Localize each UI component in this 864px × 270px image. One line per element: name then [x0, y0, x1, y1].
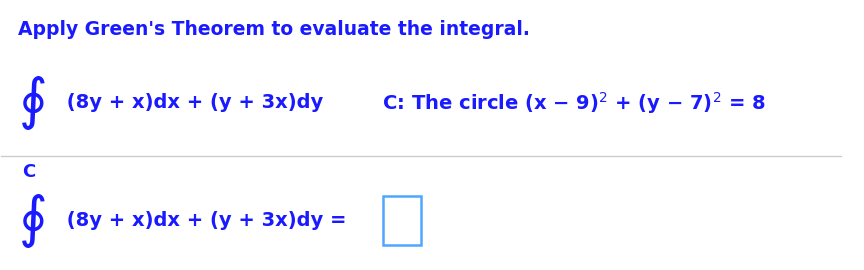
FancyBboxPatch shape — [384, 197, 421, 245]
Text: C: C — [22, 163, 35, 181]
Text: $\oint$: $\oint$ — [18, 191, 46, 249]
Text: (8y + x)dx + (y + 3x)dy =: (8y + x)dx + (y + 3x)dy = — [60, 211, 346, 230]
Text: (8y + x)dx + (y + 3x)dy: (8y + x)dx + (y + 3x)dy — [60, 93, 323, 112]
Text: Apply Green's Theorem to evaluate the integral.: Apply Green's Theorem to evaluate the in… — [18, 20, 530, 39]
Text: $\oint$: $\oint$ — [18, 74, 46, 132]
Text: C: The circle (x − 9)$^2$ + (y − 7)$^2$ = 8: C: The circle (x − 9)$^2$ + (y − 7)$^2$ … — [362, 90, 766, 116]
